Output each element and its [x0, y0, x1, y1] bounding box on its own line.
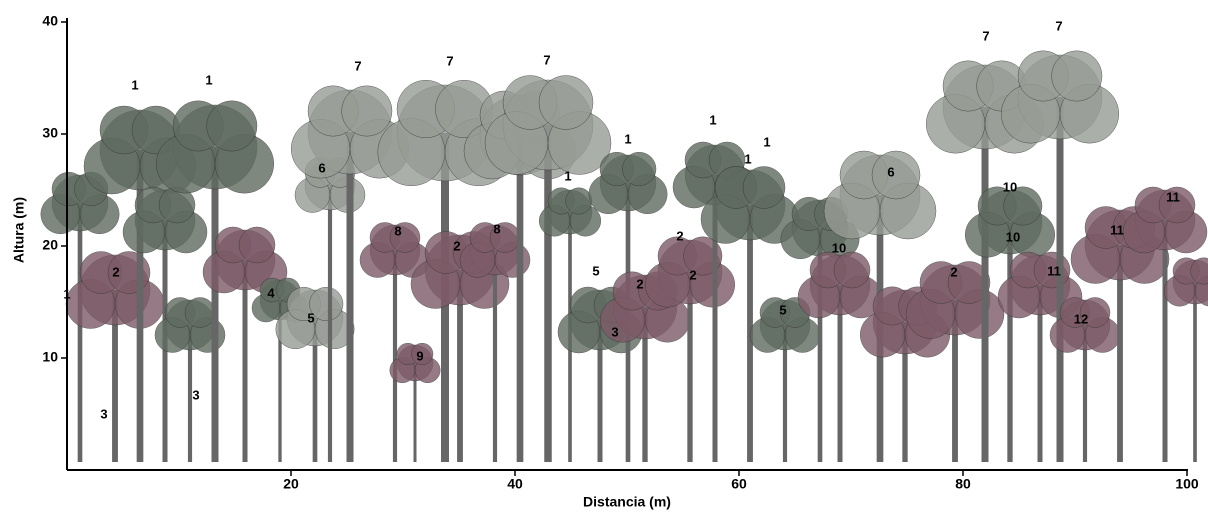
tree-label: 7 [1055, 18, 1062, 33]
tree-label: 11 [1047, 263, 1061, 278]
crown [622, 151, 657, 187]
tree-label: 5 [592, 263, 599, 278]
tree [1049, 297, 1121, 462]
crown [411, 342, 434, 366]
tree-label: 3 [100, 406, 107, 421]
tree [588, 151, 668, 462]
tree-label: 7 [354, 58, 361, 73]
crown [1003, 186, 1043, 226]
tree-label: 12 [1074, 311, 1088, 326]
tree-label: 1 [763, 134, 770, 149]
y-tick-label: 30 [42, 125, 58, 141]
crown [309, 286, 344, 322]
crown [947, 261, 991, 304]
tree-label: 2 [636, 276, 643, 291]
forest-illustration [40, 50, 1208, 462]
tree-label: 3 [611, 324, 618, 339]
tree-label: 1 [564, 168, 571, 183]
tree [484, 75, 612, 462]
tree-label: 5 [779, 302, 786, 317]
x-tick-label: 80 [955, 476, 971, 492]
tree-label: 2 [676, 228, 683, 243]
tree [823, 150, 937, 462]
tree-label: 7 [982, 28, 989, 43]
y-axis-title: Altura (m) [11, 197, 27, 263]
x-axis-title: Distancia (m) [583, 494, 671, 510]
y-tick-label: 40 [42, 13, 58, 29]
tree [1000, 50, 1120, 462]
tree [644, 236, 736, 462]
y-tick-label: 20 [42, 237, 58, 253]
crown [389, 222, 421, 253]
tree-label: 1 [709, 112, 716, 127]
tree [700, 166, 800, 462]
crown [1051, 50, 1103, 102]
tree-label: 4 [267, 285, 275, 300]
tree-label: 9 [416, 348, 423, 363]
tree-label: 2 [453, 238, 460, 253]
y-tick-label: 10 [42, 349, 58, 365]
tree-label: 11 [1166, 189, 1180, 204]
crown [683, 236, 723, 276]
tree [122, 186, 208, 462]
tree [905, 261, 1005, 462]
tree-label: 2 [112, 264, 119, 279]
tree-label: 8 [394, 223, 401, 238]
tree [797, 251, 883, 462]
crown [538, 75, 594, 130]
crown [565, 187, 593, 215]
tree-label: 11 [1110, 222, 1124, 237]
crown [341, 85, 393, 137]
tree-label: 8 [493, 221, 500, 236]
tree-label: 10 [832, 240, 846, 255]
tree [749, 297, 821, 462]
x-tick-label: 20 [283, 476, 299, 492]
tree-label: 10 [1006, 229, 1020, 244]
tree [275, 286, 355, 462]
tree-label: 6 [887, 164, 894, 179]
tree [359, 222, 431, 462]
crown [833, 251, 871, 289]
crown [1079, 297, 1111, 328]
tree-label: 6 [318, 160, 325, 175]
tree-label: 1 [624, 131, 631, 146]
tree-label: 1 [131, 77, 138, 92]
tree-label: 1 [744, 151, 751, 166]
tree-label: 1 [63, 286, 70, 301]
tree-label: 1 [205, 72, 212, 87]
crown [1190, 257, 1208, 285]
tree [389, 342, 441, 462]
crown [206, 100, 258, 152]
tree [1163, 257, 1208, 462]
tree [155, 100, 275, 462]
tree [1122, 186, 1208, 462]
ticks: 20 40 60 80 100 10 20 30 40 [42, 13, 1198, 492]
tree [964, 186, 1056, 462]
crown [871, 150, 921, 200]
x-tick-label: 100 [1175, 476, 1199, 492]
x-tick-label: 60 [731, 476, 747, 492]
tree-label: 7 [446, 53, 453, 68]
tree-label: 3 [192, 387, 199, 402]
tree-label: 7 [543, 52, 550, 67]
crown [1158, 186, 1196, 224]
crown [742, 166, 786, 209]
tree-label: 5 [307, 310, 314, 325]
tree-label: 10 [1003, 179, 1017, 194]
x-tick-label: 40 [507, 476, 523, 492]
crown [184, 297, 216, 328]
tree-label: 2 [689, 267, 696, 282]
crown [238, 226, 276, 264]
tree-label: 2 [950, 264, 957, 279]
